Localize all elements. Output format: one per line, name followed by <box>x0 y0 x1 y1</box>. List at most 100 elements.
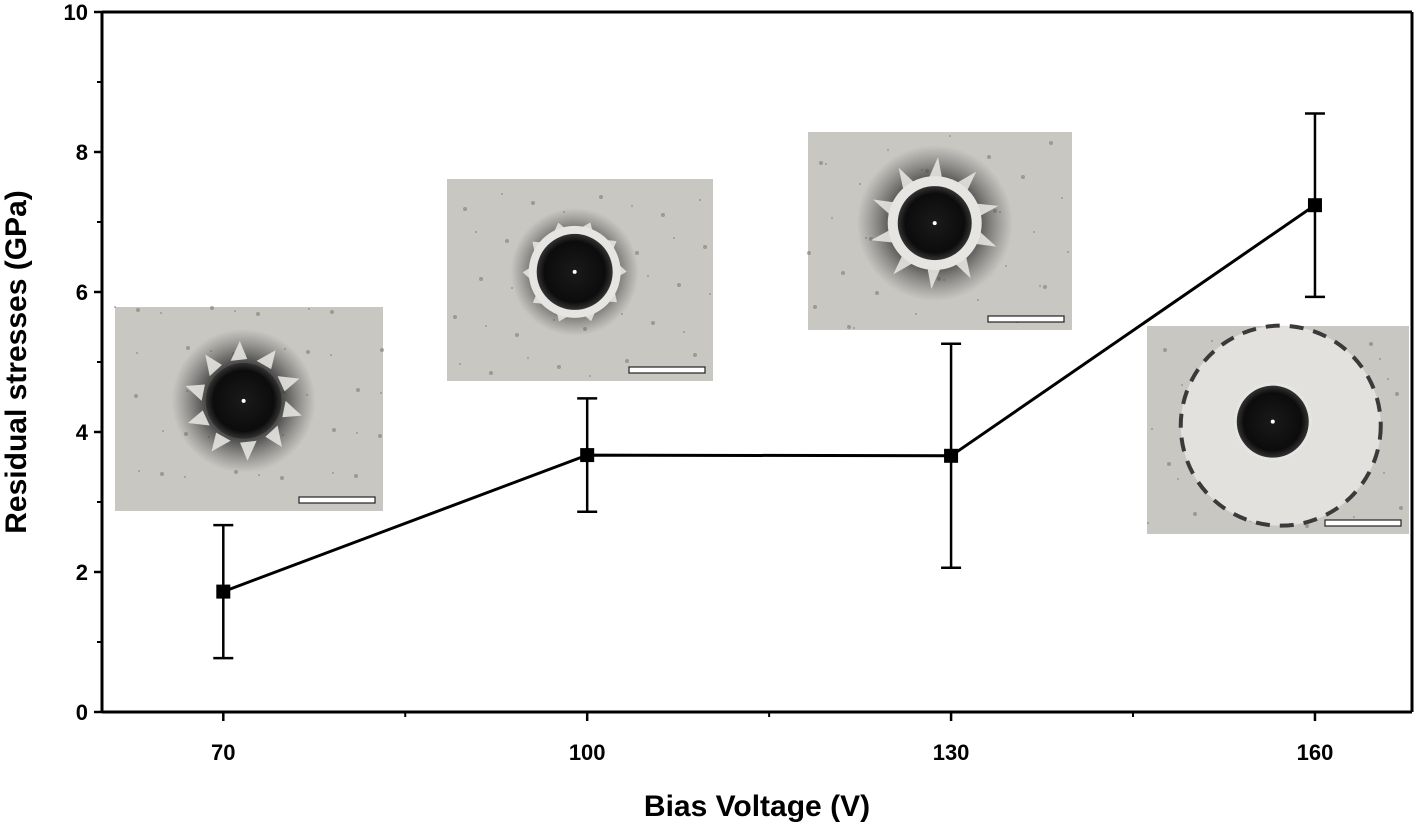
micrograph-speck <box>258 474 260 476</box>
micrograph-speck <box>853 327 855 329</box>
micrograph-speck <box>186 346 190 350</box>
micrograph-speck <box>527 357 529 359</box>
delamination-flake <box>230 340 248 361</box>
micrograph-speck <box>651 321 655 325</box>
crater-highlight <box>572 269 577 274</box>
micrograph-speck <box>819 161 823 165</box>
scale-bar <box>1324 519 1402 527</box>
micrograph-speck <box>162 430 164 432</box>
micrograph-speck <box>693 353 697 357</box>
y-tick-label: 8 <box>76 140 88 165</box>
data-series <box>213 112 1325 660</box>
micrograph-speck <box>949 135 951 137</box>
micrograph-speck <box>915 313 917 315</box>
micrograph-speck <box>380 392 382 394</box>
micrograph-speck <box>134 394 138 398</box>
micrograph-speck <box>479 277 483 281</box>
micrograph-speck <box>1033 231 1035 233</box>
delamination-flake <box>277 376 300 392</box>
micrograph-speck <box>699 199 701 201</box>
micrograph-speck <box>1043 285 1047 289</box>
micrograph-speck <box>308 308 310 310</box>
micrograph-speck <box>831 217 833 219</box>
y-axis-title: Residual stresses (GPa) <box>0 190 33 534</box>
y-tick-label: 4 <box>76 420 89 445</box>
micrograph-speck <box>1399 506 1403 510</box>
micrograph-speck <box>1067 251 1069 253</box>
micrograph-speck <box>356 432 358 434</box>
micrograph-speck <box>1193 512 1197 516</box>
micrograph-speck <box>380 348 384 352</box>
micrograph-speck <box>1305 524 1309 528</box>
micrograph-speck <box>825 163 827 165</box>
micrograph-speck <box>709 293 711 295</box>
micrograph-speck <box>841 271 845 275</box>
micrograph-speck <box>463 207 467 211</box>
micrograph-speck <box>1181 384 1183 386</box>
axis-ticks: 0 2 4 6 8 10 70 100 130 160 <box>64 0 1334 765</box>
micrograph-speck <box>1061 197 1063 199</box>
micrograph-speck <box>515 333 519 337</box>
micrograph-speck <box>531 201 535 205</box>
micrograph-speck <box>887 149 889 151</box>
micrograph-speck <box>354 474 358 478</box>
micrograph-speck <box>1049 141 1053 145</box>
y-tick-label: 0 <box>76 700 88 725</box>
micrograph-speck <box>160 472 164 476</box>
scale-bar <box>298 496 376 504</box>
y-tick-label: 10 <box>64 0 88 25</box>
x-axis-title: Bias Voltage (V) <box>644 790 870 823</box>
micrograph-speck <box>1163 348 1167 352</box>
crater-highlight <box>241 398 246 403</box>
crater-highlight <box>932 221 937 226</box>
delamination-flake <box>240 440 257 461</box>
micrograph-speck <box>1177 478 1179 480</box>
micrograph-speck <box>378 434 382 438</box>
micrograph-speck <box>631 205 633 207</box>
scale-bar <box>628 366 706 374</box>
micrograph-speck <box>453 315 457 319</box>
micrograph-speck <box>847 325 851 329</box>
micrograph-speck <box>1369 342 1373 346</box>
micrograph-speck <box>977 299 979 301</box>
micrograph-speck <box>1151 428 1153 430</box>
micrograph-speck <box>184 476 186 478</box>
micrograph-speck <box>511 287 513 289</box>
micrograph-inset-4 <box>1147 323 1409 534</box>
micrograph-speck <box>661 213 665 217</box>
micrograph-speck <box>306 350 310 354</box>
data-point <box>944 448 959 463</box>
data-point <box>216 584 231 599</box>
micrograph-speck <box>136 352 138 354</box>
micrograph-speck <box>813 305 817 309</box>
delamination-flake <box>265 425 282 448</box>
micrograph-speck <box>987 155 991 159</box>
micrograph-speck <box>475 231 477 233</box>
delamination-flake <box>282 400 302 418</box>
micrograph-speck <box>1387 378 1389 380</box>
micrograph-speck <box>875 291 879 295</box>
delamination-flake <box>187 410 210 426</box>
micrograph-speck <box>234 310 236 312</box>
micrograph-speck <box>489 371 493 375</box>
micrograph-inset-1 <box>114 306 384 511</box>
micrograph-speck <box>557 365 561 369</box>
micrograph-speck <box>459 363 461 365</box>
micrograph-speck <box>673 237 675 239</box>
scale-bar <box>987 315 1065 323</box>
micrograph-speck <box>1211 340 1213 342</box>
y-tick-label: 2 <box>76 560 88 585</box>
x-tick-label: 100 <box>569 740 606 765</box>
micrograph-speck <box>683 331 685 333</box>
crater-highlight <box>1270 419 1275 424</box>
series-line <box>222 203 1316 594</box>
micrograph-speck <box>807 251 811 255</box>
micrograph-speck <box>677 283 681 287</box>
micrograph-inset-3 <box>807 132 1072 330</box>
micrograph-speck <box>859 183 861 185</box>
micrograph-speck <box>599 195 603 199</box>
micrograph-speck <box>703 245 707 249</box>
micrograph-speck <box>330 354 332 356</box>
x-tick-label: 130 <box>933 740 970 765</box>
micrograph-speck <box>280 476 284 480</box>
